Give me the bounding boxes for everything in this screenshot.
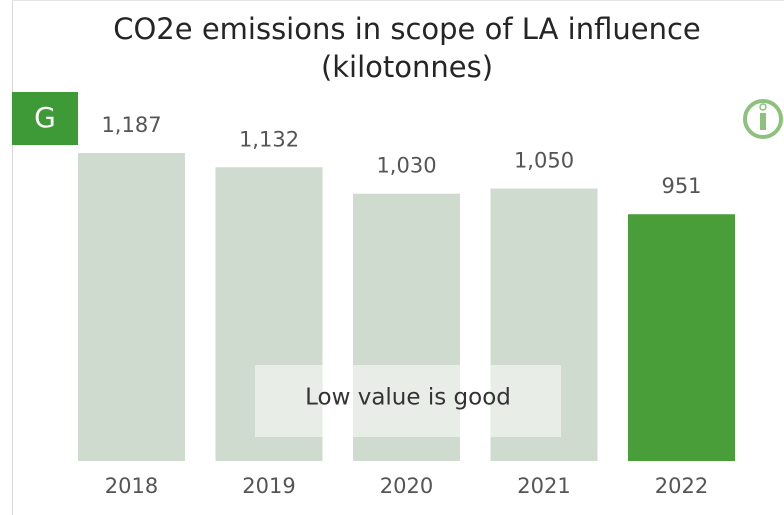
info-stem[interactable]: [760, 113, 766, 130]
bar: [78, 153, 185, 461]
annotation: Low value is good: [305, 385, 511, 411]
data-label: 1,132: [239, 127, 299, 151]
x-tick-label: 2019: [242, 474, 295, 498]
data-label: 1,187: [101, 113, 161, 137]
x-tick-label: 2018: [105, 474, 158, 498]
data-label: 951: [661, 174, 701, 198]
data-label: 1,030: [376, 154, 436, 178]
chart-title: CO2e emissions in scope of LA influence …: [113, 12, 701, 84]
card: [12, 0, 784, 515]
x-tick-label: 2022: [655, 474, 708, 498]
data-label: 1,050: [514, 149, 574, 173]
x-tick-label: 2020: [380, 474, 433, 498]
info-icon[interactable]: [743, 99, 783, 139]
rating-badge: [12, 92, 78, 145]
x-tick-label: 2021: [517, 474, 570, 498]
bar: [628, 214, 735, 461]
info-dot[interactable]: [759, 103, 767, 111]
annotation-box: [255, 365, 561, 437]
rating-badge-text: G: [34, 101, 56, 134]
